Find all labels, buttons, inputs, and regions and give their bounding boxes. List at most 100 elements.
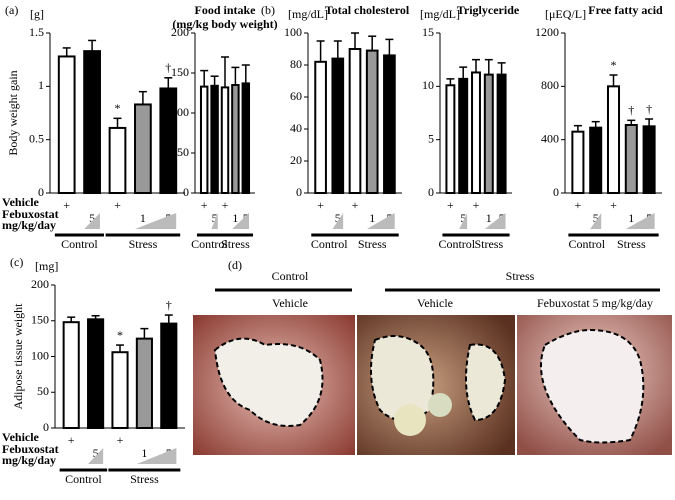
bar (331, 57, 345, 194)
y-tick-label: 150 (171, 65, 189, 79)
y-tick-label: 1.5 (29, 25, 44, 39)
dose-label: 1 (232, 211, 238, 225)
dose-label: 1 (141, 446, 147, 460)
significance-mark: † (646, 102, 652, 116)
y-unit: [mg/dL] (288, 7, 328, 21)
bar (83, 50, 101, 195)
significance-mark: † (165, 61, 171, 75)
bar (314, 60, 327, 194)
y-tick-label: 1200 (535, 25, 559, 39)
bar (135, 337, 153, 429)
dose-wedge (590, 213, 602, 229)
bar (199, 85, 209, 194)
vehicle-mark: + (447, 198, 454, 212)
vehicle-mark: + (473, 198, 480, 212)
group-label: Control (568, 237, 605, 251)
vehicle-mark: + (222, 198, 229, 212)
y-tick-label: 5 (428, 131, 434, 145)
bar (231, 84, 240, 194)
bar (210, 84, 219, 194)
bar (220, 86, 230, 194)
y-tick-label: 400 (541, 131, 559, 145)
y-tick-label: 150 (31, 313, 49, 327)
bar (134, 103, 152, 194)
dose-label: 5 (89, 211, 95, 225)
y-axis-label: Adipose tissue weight (11, 303, 25, 410)
row-label: Vehicle (2, 195, 40, 209)
photo-panel: (d) Control Stress Vehicle Vehicle Febux… (193, 258, 672, 455)
y-unit: [mg/dL] (420, 7, 460, 21)
y-tick-label: 10 (422, 78, 434, 92)
group-label: Control (65, 472, 102, 486)
bar (383, 54, 396, 195)
bar (111, 351, 129, 429)
dose-wedge (484, 213, 506, 229)
significance-mark: † (628, 103, 634, 117)
panel-label: (d) (228, 258, 242, 272)
organ (394, 404, 426, 436)
group-label: Control (191, 237, 228, 251)
fat-outline (540, 328, 645, 444)
bar (57, 55, 76, 195)
panel-label: (a) (5, 3, 18, 17)
chart-title: Total cholesterol (325, 3, 410, 17)
significance-mark: * (611, 58, 617, 72)
chart-subtitle: (mg/kg body weight) (172, 17, 277, 31)
row-label: Febuxostat (2, 207, 59, 221)
row-label: Febuxostat (2, 442, 59, 456)
group-label: Control (311, 237, 348, 251)
y-unit: [g] (30, 7, 44, 21)
fat-outline (465, 343, 507, 422)
dose-label: 5 (593, 211, 599, 225)
dose-wedge (366, 213, 395, 229)
y-tick-label: 50 (177, 145, 189, 159)
y-tick-label: 200 (171, 25, 189, 39)
row-label: mg/kg/day (2, 453, 56, 467)
group-label: Stress (506, 269, 535, 283)
bar (445, 84, 456, 194)
dose-wedge (88, 448, 104, 464)
significance-mark: † (166, 298, 172, 312)
organ (428, 393, 452, 417)
y-unit: [mg] (35, 259, 58, 273)
dose-wedge (84, 213, 100, 229)
fat-outline (213, 337, 324, 427)
chart-title: Triglyceride (457, 3, 520, 17)
y-tick-label: 0 (296, 185, 302, 199)
y-tick-label: 0 (43, 420, 49, 434)
bar (471, 71, 481, 194)
y-tick-label: 0 (183, 185, 189, 199)
group-label: Stress (474, 237, 503, 251)
dose-wedge (211, 213, 218, 229)
significance-mark: * (117, 328, 123, 342)
y-tick-label: 20 (290, 153, 302, 167)
bar (589, 126, 603, 194)
y-tick-label: 100 (31, 348, 49, 362)
dose-label: 1 (369, 211, 375, 225)
dose-label: 1 (486, 211, 492, 225)
vehicle-mark: + (114, 198, 121, 212)
bar (642, 125, 656, 194)
image-label: Febuxostat 5 mg/kg/day (537, 296, 653, 310)
bar (108, 126, 127, 194)
y-tick-label: 100 (171, 105, 189, 119)
y-tick-label: 100 (284, 25, 302, 39)
vehicle-mark: + (610, 198, 617, 212)
panel-label: (b) (261, 3, 275, 17)
y-tick-label: 0 (428, 185, 434, 199)
group-label: Control (61, 237, 98, 251)
vehicle-mark: + (201, 198, 208, 212)
bar (160, 322, 178, 429)
group-label: Stress (358, 237, 387, 251)
y-tick-label: 1 (38, 78, 44, 92)
y-unit: [μEQ/L] (545, 7, 586, 21)
y-tick-label: 50 (37, 384, 49, 398)
group-label: Control (438, 237, 475, 251)
dose-label: 1 (140, 211, 146, 225)
group-label: Stress (221, 237, 250, 251)
chart-title: Food intake (194, 3, 256, 17)
row-label: mg/kg/day (2, 218, 56, 232)
vehicle-mark: + (317, 198, 324, 212)
bar (365, 49, 379, 194)
